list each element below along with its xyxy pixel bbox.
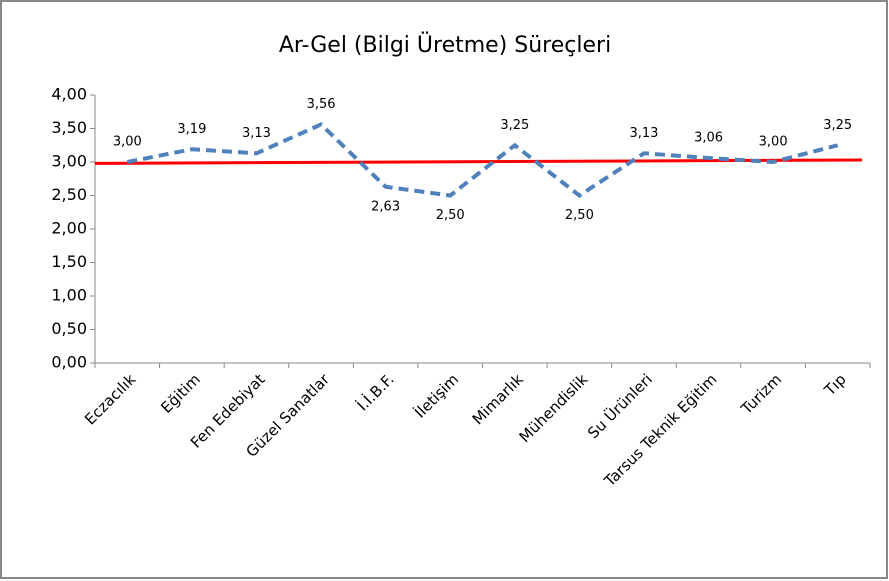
data-label: 3,13 <box>242 126 271 141</box>
y-tick-label: 0,50 <box>51 319 87 338</box>
data-label: 3,25 <box>823 118 852 133</box>
y-tick-label: 2,50 <box>51 185 87 204</box>
trend-line <box>94 158 863 165</box>
data-label: 2,63 <box>371 199 400 214</box>
chart-title: Ar-Gel (Bilgi Üretme) Süreçleri <box>279 32 611 58</box>
y-tick-label: 3,50 <box>51 118 87 137</box>
y-tick-label: 2,00 <box>51 219 87 238</box>
data-label: 3,19 <box>177 122 206 137</box>
y-tick-label: 3,00 <box>51 152 87 171</box>
y-tick-label: 4,00 <box>51 85 87 104</box>
data-label: 3,25 <box>500 118 529 133</box>
y-tick-label: 1,00 <box>51 286 87 305</box>
data-label: 3,56 <box>307 97 336 112</box>
data-line <box>126 122 839 198</box>
data-label: 3,00 <box>113 135 142 150</box>
y-tick-label: 1,50 <box>51 252 87 271</box>
y-tick-label: 0,00 <box>51 353 87 372</box>
data-label: 3,06 <box>694 130 723 145</box>
data-label: 3,00 <box>759 135 788 150</box>
data-label: 2,50 <box>565 208 594 223</box>
data-label: 3,13 <box>629 126 658 141</box>
data-label: 2,50 <box>436 208 465 223</box>
